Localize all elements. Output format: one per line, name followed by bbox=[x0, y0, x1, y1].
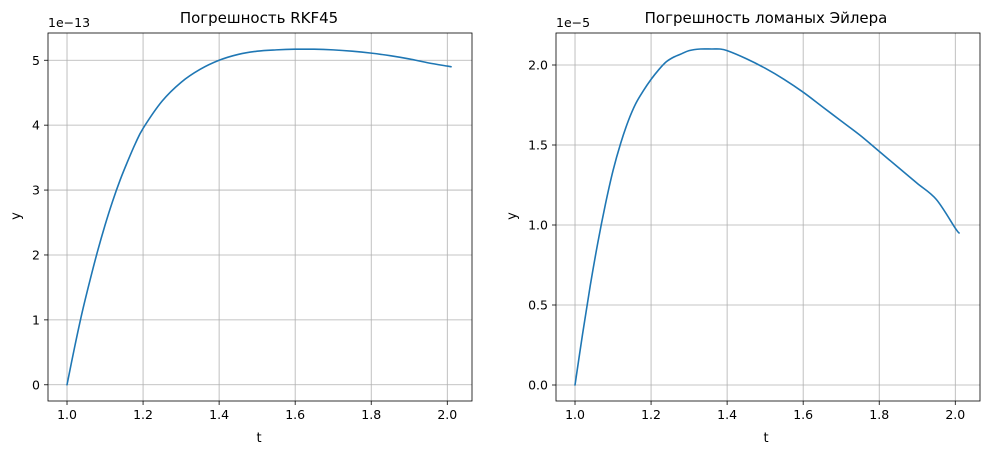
chart-rkf45: Погрешность RKF45 1e−13 t y 1.0 1.2 1.4 1.6… bbox=[9, 9, 473, 446]
y-axis-label: y bbox=[505, 212, 520, 220]
y-tick-label: 1 bbox=[32, 312, 40, 327]
x-tick-label: 1.8 bbox=[869, 407, 889, 422]
x-tick-label: 1.2 bbox=[641, 407, 661, 422]
y-tick-label: 3 bbox=[32, 183, 40, 198]
y-tick-label: 5 bbox=[32, 53, 40, 68]
y-tick-label: 2 bbox=[32, 247, 40, 262]
chart-title: Погрешность ломаных Эйлера bbox=[645, 9, 888, 27]
x-tick-label: 2.0 bbox=[437, 407, 457, 422]
x-axis-label: t bbox=[763, 431, 768, 446]
chart-title: Погрешность RKF45 bbox=[180, 9, 338, 27]
grid bbox=[556, 33, 980, 401]
series-line bbox=[66, 48, 452, 386]
x-tick-label: 1.0 bbox=[57, 407, 77, 422]
y-offset-label: 1e−13 bbox=[48, 15, 90, 30]
y-tick-label: 0.5 bbox=[528, 298, 548, 313]
x-tick-label: 1.6 bbox=[793, 407, 813, 422]
y-tick-label: 0.0 bbox=[528, 378, 548, 393]
y-tick-label: 2.0 bbox=[528, 58, 548, 73]
x-axis-label: t bbox=[256, 431, 261, 446]
x-tick-label: 1.4 bbox=[717, 407, 737, 422]
x-tick-label: 2.0 bbox=[945, 407, 965, 422]
grid bbox=[48, 33, 472, 401]
x-tick-label: 1.6 bbox=[285, 407, 305, 422]
y-tick-label: 1.5 bbox=[528, 138, 548, 153]
y-tick-label: 4 bbox=[32, 118, 40, 133]
chart-euler: Погрешность ломаных Эйлера 1e−5 t y 1.0 1… bbox=[505, 9, 981, 446]
y-axis-label: y bbox=[9, 212, 24, 220]
ticks: 1.0 1.2 1.4 1.6 1.8 2.0 0 1 2 3 4 5 bbox=[32, 53, 457, 422]
x-tick-label: 1.0 bbox=[565, 407, 585, 422]
y-tick-label: 0 bbox=[32, 377, 40, 392]
y-tick-label: 1.0 bbox=[528, 218, 548, 233]
x-tick-label: 1.2 bbox=[133, 407, 153, 422]
y-offset-label: 1e−5 bbox=[556, 15, 590, 30]
x-tick-label: 1.8 bbox=[361, 407, 381, 422]
ticks: 1.0 1.2 1.4 1.6 1.8 2.0 0.0 0.5 1.0 1.5 2.0 bbox=[528, 58, 965, 423]
plot-frame bbox=[555, 32, 981, 402]
series-line bbox=[574, 48, 960, 386]
plot-frame bbox=[47, 32, 473, 402]
x-tick-label: 1.4 bbox=[209, 407, 229, 422]
